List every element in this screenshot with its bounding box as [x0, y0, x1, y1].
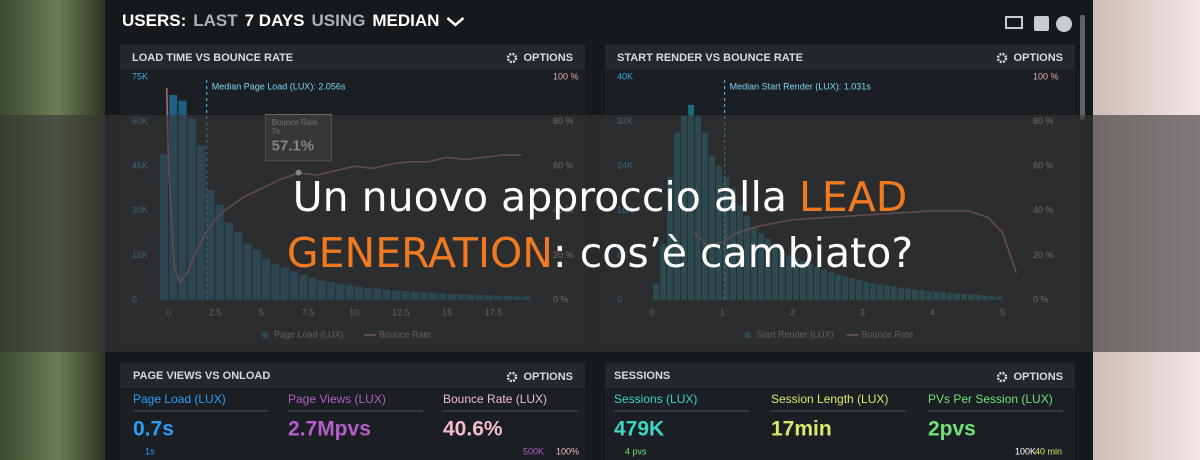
chart-title: START RENDER VS BOUNCE RATE — [617, 52, 803, 64]
header-part: USING — [311, 11, 365, 30]
metric-panel: PAGE VIEWS VS ONLOAD OPTIONS Page Load (LU… — [120, 362, 585, 460]
panel-title: SESSIONS — [614, 370, 670, 382]
header-part: 7 DAYS — [245, 11, 305, 30]
options-button[interactable]: OPTIONS — [1013, 52, 1063, 64]
bottom-panels: PAGE VIEWS VS ONLOAD OPTIONS Page Load (LU… — [120, 362, 1075, 460]
dropdown-chevron[interactable] — [446, 17, 465, 27]
options-button[interactable]: OPTIONS — [523, 52, 573, 64]
panel-title: PAGE VIEWS VS ONLOAD — [133, 370, 270, 382]
metric-label: Page Load (LUX) — [133, 392, 226, 406]
y-tick-label: 40K — [617, 71, 633, 81]
header-part: LAST — [193, 11, 238, 30]
y2-tick-label: 100 % — [553, 71, 579, 81]
y-tick-label: 75K — [132, 71, 148, 81]
metric-label: Session Length (LUX) — [771, 392, 888, 406]
metric-panel: SESSIONS OPTIONS Sessions (LUX) 479K Session… — [605, 362, 1075, 460]
panel-heading — [120, 45, 585, 70]
metric-label: Page Views (LUX) — [288, 392, 386, 406]
metric-label: Sessions (LUX) — [614, 392, 697, 406]
headline: Un nuovo approccio alla LEAD GENERATION: c… — [287, 173, 913, 277]
metric-value: 17min — [771, 418, 832, 441]
metric-label: PVs Per Session (LUX) — [928, 392, 1053, 406]
monitor-icon[interactable] — [1005, 16, 1023, 29]
help-icon[interactable] — [1056, 16, 1072, 32]
metric-footnote: 1s — [145, 446, 155, 456]
headline-part: GENERATION — [287, 229, 553, 277]
headline-part: LEAD — [799, 173, 907, 221]
metric-footnote: 4 pvs — [625, 446, 647, 456]
metric-value: 40.6% — [443, 418, 503, 441]
options-button[interactable]: OPTIONS — [1013, 371, 1063, 383]
metric-footnote: 100K — [1015, 446, 1036, 456]
options-button[interactable]: OPTIONS — [523, 371, 573, 383]
metric-footnote: 100% — [556, 446, 579, 456]
gear-icon — [506, 52, 518, 64]
headline-line: GENERATION: cos’è cambiato? — [287, 229, 913, 277]
metric-value: 479K — [614, 418, 664, 441]
dashboard-header: USERS: LAST 7 DAYS USING MEDIAN — [122, 11, 439, 30]
headline-part: Un nuovo approccio alla — [293, 173, 787, 221]
header-icons — [1005, 16, 1072, 32]
overlay-band — [0, 115, 1200, 352]
gear-icon — [996, 371, 1008, 383]
headline-part: : cos’è cambiato? — [553, 229, 913, 277]
chart-title: LOAD TIME VS BOUNCE RATE — [132, 52, 293, 64]
panel-heading — [605, 364, 1075, 388]
median-label: Median Start Render (LUX): 1.031s — [730, 81, 872, 91]
metric-footnote: 500K — [523, 446, 544, 456]
scrollbar — [1080, 15, 1085, 120]
gear-icon — [506, 371, 518, 383]
metric-value: 2.7Mpvs — [288, 418, 371, 441]
header-part: MEDIAN — [372, 11, 439, 30]
gear-icon — [996, 52, 1008, 64]
share-icon[interactable] — [1034, 16, 1049, 31]
median-label: Median Page Load (LUX): 2.056s — [212, 81, 346, 91]
panel-heading — [605, 45, 1075, 70]
metric-value: 2pvs — [928, 418, 976, 441]
y2-tick-label: 100 % — [1033, 71, 1059, 81]
header-part: USERS: — [122, 11, 186, 30]
metric-label: Bounce Rate (LUX) — [443, 392, 547, 406]
headline-line: Un nuovo approccio alla LEAD — [293, 173, 908, 221]
metric-value: 0.7s — [133, 418, 174, 441]
metric-footnote: 40 min — [1035, 446, 1062, 456]
